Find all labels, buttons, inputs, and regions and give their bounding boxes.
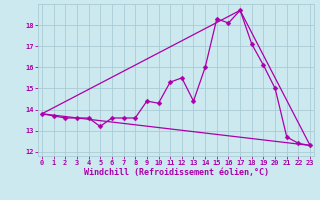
X-axis label: Windchill (Refroidissement éolien,°C): Windchill (Refroidissement éolien,°C) — [84, 168, 268, 177]
